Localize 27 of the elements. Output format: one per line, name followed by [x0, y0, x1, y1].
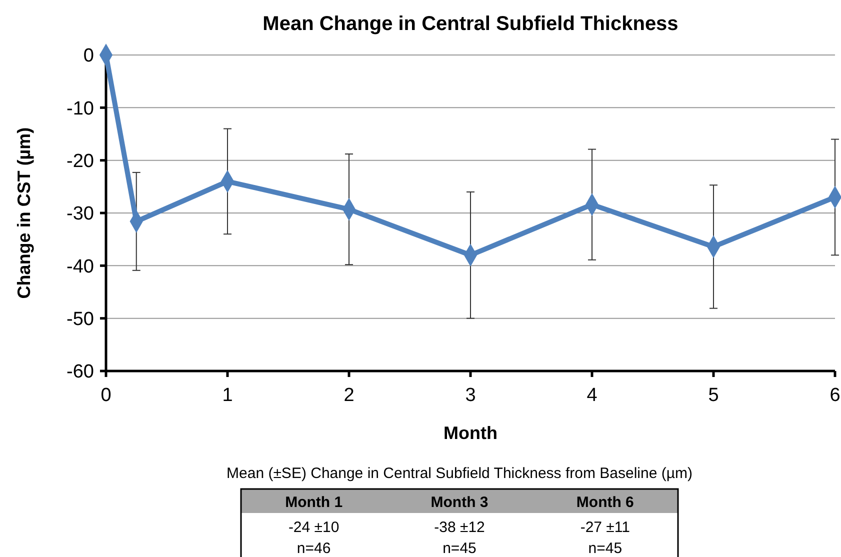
x-tick-label: 3: [465, 385, 476, 406]
x-tick-label: 2: [344, 385, 354, 406]
text: Mean (±SE) Change in Central Subfield Thickness from Baseline (µm): [226, 465, 692, 482]
text: -24 ±10: [288, 519, 340, 536]
x-tick-label: 4: [586, 385, 598, 406]
text: n=45: [588, 540, 622, 557]
y-axis-title: Change in CST (µm): [14, 127, 34, 299]
text: -38 ±12: [434, 519, 485, 536]
y-tick-label: -30: [66, 204, 94, 225]
y-tick-label: -10: [66, 98, 94, 120]
x-tick-label: 1: [222, 385, 233, 406]
text: Month 6: [576, 494, 634, 511]
text: n=46: [296, 540, 331, 557]
x-axis-title: Month: [444, 423, 498, 443]
y-tick-label: 0: [83, 46, 94, 67]
text: n=45: [442, 540, 476, 557]
x-tick-label: 5: [708, 385, 719, 406]
text: -27 ±11: [580, 519, 630, 536]
x-tick-label: 0: [100, 385, 112, 406]
x-tick-label: 6: [830, 385, 840, 406]
y-tick-label: -50: [66, 308, 94, 330]
chart-title: Mean Change in Central Subfield Thickness: [262, 13, 678, 35]
y-tick-label: -20: [66, 150, 94, 172]
y-tick-label: -60: [66, 362, 94, 383]
text: Month 1: [285, 494, 343, 511]
text: Month 3: [430, 494, 488, 511]
y-tick-label: -40: [66, 256, 94, 278]
